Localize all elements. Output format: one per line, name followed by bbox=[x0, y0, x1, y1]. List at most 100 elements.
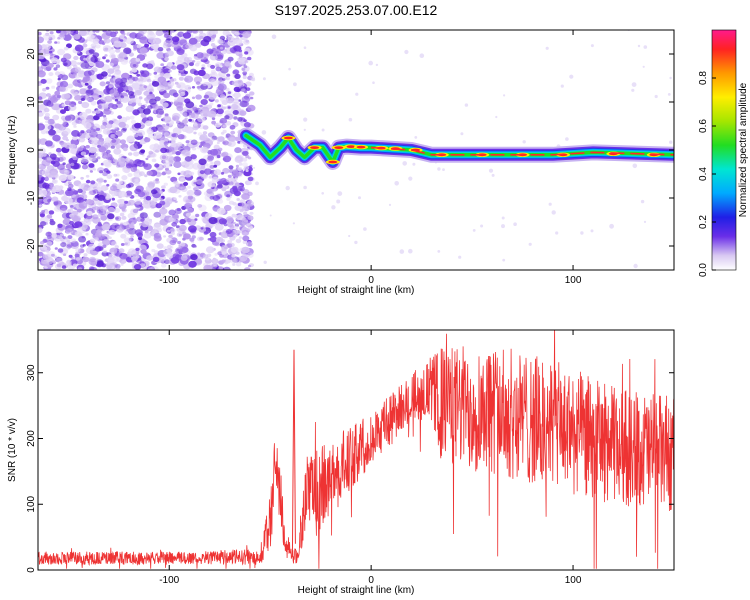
noise-speck bbox=[111, 123, 119, 129]
noise-speck bbox=[177, 125, 182, 130]
noise-speck bbox=[235, 251, 240, 255]
noise-speck bbox=[121, 215, 127, 220]
noise-speck bbox=[631, 88, 635, 92]
noise-speck bbox=[247, 56, 252, 61]
noise-speck bbox=[206, 188, 214, 195]
noise-speck bbox=[180, 161, 186, 166]
noise-speck bbox=[388, 203, 392, 206]
noise-speck bbox=[120, 42, 124, 46]
noise-speck bbox=[238, 99, 242, 102]
noise-speck bbox=[73, 92, 78, 96]
noise-speck bbox=[44, 222, 48, 225]
noise-speck bbox=[109, 89, 118, 96]
noise-speck bbox=[250, 96, 254, 100]
noise-speck bbox=[102, 244, 107, 248]
noise-speck bbox=[227, 239, 233, 244]
noise-speck bbox=[140, 113, 147, 119]
noise-speck bbox=[201, 64, 206, 68]
noise-speck bbox=[45, 250, 50, 253]
noise-speck bbox=[193, 181, 197, 185]
noise-speck bbox=[205, 212, 213, 219]
noise-speck bbox=[128, 101, 133, 104]
noise-speck bbox=[88, 163, 95, 168]
noise-speck bbox=[149, 150, 153, 154]
noise-speck bbox=[222, 167, 230, 174]
noise-speck bbox=[163, 141, 169, 146]
noise-speck bbox=[244, 267, 251, 270]
noise-speck bbox=[237, 117, 243, 122]
noise-speck bbox=[92, 214, 99, 220]
noise-speck bbox=[163, 162, 171, 169]
noise-speck bbox=[69, 213, 75, 218]
noise-speck bbox=[82, 256, 90, 263]
noise-speck bbox=[174, 81, 179, 85]
noise-speck bbox=[217, 266, 224, 270]
noise-speck bbox=[236, 198, 240, 201]
noise-speck bbox=[120, 243, 125, 246]
noise-speck bbox=[182, 119, 188, 125]
noise-speck bbox=[145, 219, 149, 222]
noise-speck bbox=[149, 91, 153, 95]
noise-speck bbox=[163, 235, 167, 238]
noise-speck bbox=[191, 86, 196, 89]
noise-speck bbox=[236, 157, 241, 161]
noise-speck bbox=[195, 81, 201, 85]
noise-speck bbox=[93, 189, 99, 194]
noise-speck bbox=[97, 167, 105, 173]
noise-speck bbox=[188, 112, 196, 119]
noise-speck bbox=[38, 36, 44, 44]
noise-speck bbox=[96, 156, 101, 160]
noise-speck bbox=[56, 30, 61, 34]
noise-speck bbox=[79, 112, 88, 119]
noise-speck bbox=[150, 200, 155, 204]
noise-speck bbox=[169, 186, 178, 194]
noise-speck bbox=[154, 235, 162, 242]
noise-speck bbox=[133, 111, 139, 116]
noise-speck bbox=[138, 150, 145, 155]
noise-speck bbox=[38, 147, 46, 155]
noise-speck bbox=[244, 60, 249, 64]
noise-speck bbox=[176, 120, 181, 125]
noise-speck bbox=[217, 199, 224, 204]
noise-speck bbox=[226, 73, 231, 77]
snr-xtick-label: 0 bbox=[368, 575, 374, 586]
noise-speck bbox=[43, 68, 47, 71]
noise-speck bbox=[170, 256, 180, 264]
spectrogram-ytick-label: 20 bbox=[26, 48, 37, 60]
noise-speck bbox=[46, 241, 53, 246]
noise-speck bbox=[141, 154, 145, 157]
noise-speck bbox=[57, 248, 64, 253]
noise-speck bbox=[225, 121, 232, 126]
noise-speck bbox=[163, 72, 171, 79]
noise-speck bbox=[115, 225, 125, 233]
noise-speck bbox=[142, 63, 148, 68]
noise-speck bbox=[54, 123, 62, 129]
noise-speck bbox=[203, 94, 209, 99]
noise-speck bbox=[243, 122, 251, 128]
noise-speck bbox=[654, 94, 658, 99]
noise-speck bbox=[131, 68, 138, 73]
noise-speck bbox=[414, 136, 418, 139]
noise-speck bbox=[200, 146, 209, 154]
noise-speck bbox=[184, 162, 194, 170]
noise-speck bbox=[80, 156, 89, 164]
noise-speck bbox=[548, 202, 552, 206]
noise-speck bbox=[121, 208, 127, 213]
snr-series-line bbox=[38, 330, 674, 569]
colorbar-tick-label: 0.0 bbox=[698, 263, 709, 277]
noise-speck bbox=[48, 129, 56, 136]
noise-speck bbox=[102, 56, 106, 60]
noise-speck bbox=[213, 264, 217, 268]
noise-speck bbox=[408, 176, 413, 181]
noise-speck bbox=[65, 261, 72, 266]
noise-speck bbox=[49, 218, 54, 223]
noise-speck bbox=[243, 165, 250, 170]
noise-speck bbox=[105, 59, 110, 63]
noise-speck bbox=[247, 252, 254, 258]
noise-speck bbox=[71, 121, 78, 126]
noise-speck bbox=[399, 249, 405, 254]
noise-speck bbox=[169, 78, 175, 82]
noise-speck bbox=[57, 223, 63, 228]
noise-speck bbox=[437, 250, 441, 253]
noise-speck bbox=[495, 115, 498, 119]
